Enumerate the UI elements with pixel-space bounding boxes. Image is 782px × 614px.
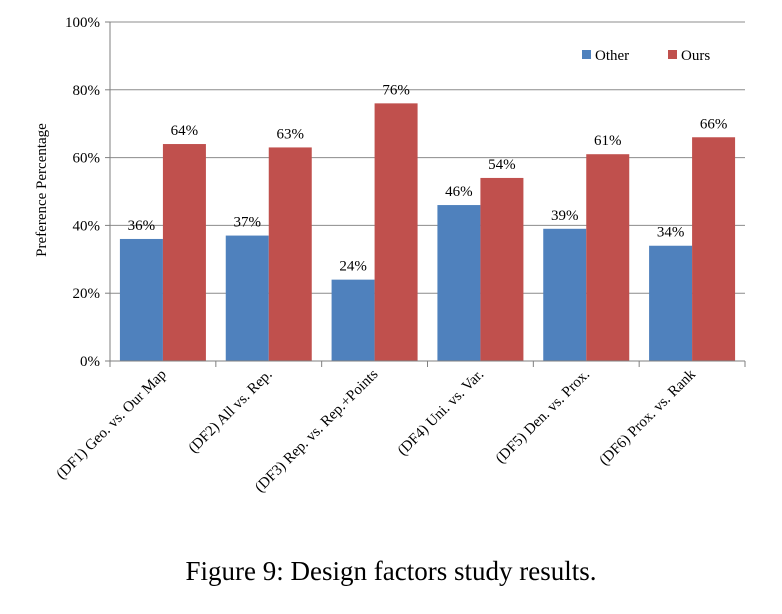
- bar-ours-1: [162, 144, 206, 361]
- y-tick-label: 60%: [73, 151, 101, 167]
- bar-other-6: [649, 245, 693, 361]
- x-category-label: (DF6) Prox. vs. Rank: [597, 366, 700, 469]
- legend-label-other: Other: [595, 48, 629, 64]
- data-label-ours-6: 66%: [700, 116, 728, 132]
- x-category-label: (DF2) All vs. Rep.: [186, 367, 276, 457]
- bar-other-1: [119, 238, 163, 361]
- data-label-ours-5: 61%: [594, 133, 622, 149]
- data-label-other-4: 46%: [445, 184, 473, 200]
- x-category-label: (DF4) Uni. vs. Var.: [395, 367, 487, 459]
- y-tick-label: 40%: [73, 218, 101, 234]
- y-tick-label: 20%: [73, 286, 101, 302]
- x-category-label: (DF1) Geo. vs. Our Map: [54, 367, 170, 483]
- legend-swatch-ours: [668, 50, 677, 59]
- x-category-label: (DF3) Rep. vs. Rep.+Points: [252, 366, 381, 495]
- data-labels: 36% 37% 24% 46% 39% 34% 64% 63% 76% 54% 61% 66%: [128, 82, 728, 274]
- data-label-other-1: 36%: [128, 218, 156, 234]
- figure-caption: Figure 9: Design factors study results.: [185, 556, 597, 586]
- y-tick-label: 100%: [65, 15, 100, 31]
- data-label-other-6: 34%: [657, 225, 685, 241]
- bar-ours-4: [480, 177, 524, 361]
- bar-other-2: [225, 235, 269, 361]
- legend-swatch-other: [582, 50, 591, 59]
- bar-ours-6: [692, 137, 736, 361]
- bar-other-4: [437, 205, 481, 361]
- y-axis-label: Preference Percentage: [34, 123, 50, 257]
- gridlines: [110, 21, 745, 294]
- data-label-other-5: 39%: [551, 208, 579, 224]
- y-tick-label: 80%: [73, 83, 101, 99]
- data-label-ours-1: 64%: [171, 123, 199, 139]
- x-category-label: (DF5) Den. vs. Prox.: [493, 367, 593, 467]
- y-tick-label: 0%: [80, 354, 100, 370]
- data-label-other-2: 37%: [234, 215, 262, 231]
- data-label-ours-4: 54%: [488, 157, 516, 173]
- bar-ours-2: [268, 147, 312, 361]
- bar-ours-5: [586, 154, 630, 361]
- bar-other-3: [331, 279, 375, 361]
- bar-other-5: [543, 228, 587, 361]
- data-label-ours-3: 76%: [382, 82, 410, 98]
- legend: Other Ours: [582, 48, 710, 64]
- legend-label-ours: Ours: [681, 48, 710, 64]
- data-label-ours-2: 63%: [277, 126, 305, 142]
- bar-ours-3: [374, 103, 418, 362]
- bars: [119, 103, 736, 362]
- bar-chart: 0% 20% 40% 60% 80% 100% (DF1) Geo. vs. Our Map…: [34, 15, 746, 496]
- data-label-other-3: 24%: [339, 259, 367, 275]
